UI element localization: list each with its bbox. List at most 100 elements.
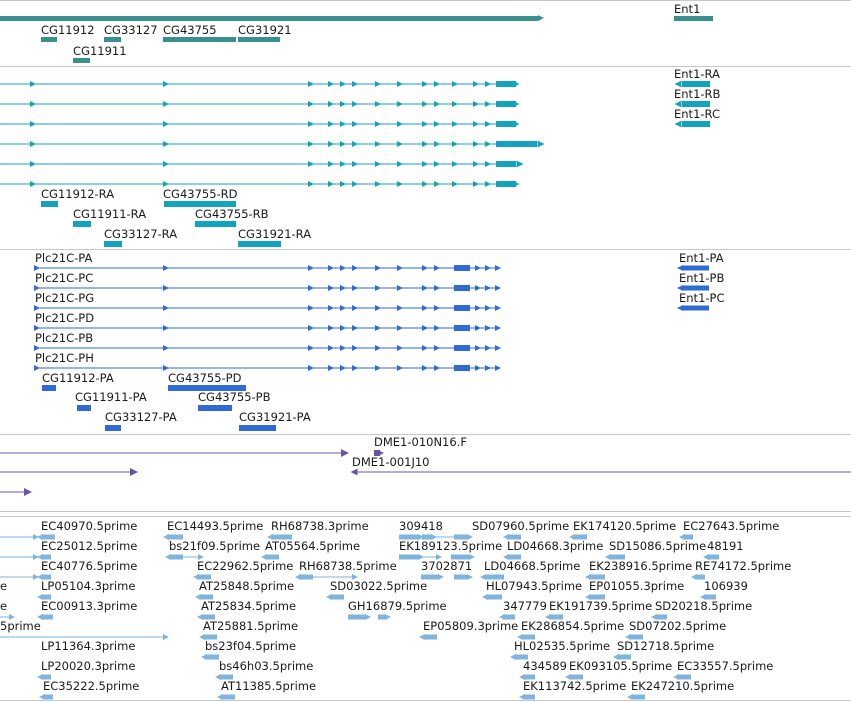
est-feature[interactable] — [454, 574, 468, 580]
est-feature[interactable] — [378, 614, 386, 620]
protein-exon-arrow — [163, 345, 169, 351]
protein-feature[interactable] — [198, 405, 232, 411]
est-feature[interactable] — [523, 674, 535, 680]
gene-cg31921[interactable] — [238, 37, 280, 42]
est-feature[interactable] — [683, 534, 693, 540]
protein-exon-arrow — [34, 305, 40, 311]
gene-plc21c[interactable] — [0, 16, 538, 21]
est-feature[interactable] — [617, 654, 631, 660]
est-feature[interactable] — [655, 614, 667, 620]
est-arrow — [673, 674, 679, 680]
est-feature[interactable] — [205, 654, 219, 660]
est-feature[interactable] — [451, 554, 470, 560]
protein-exon-arrow — [422, 325, 428, 331]
protein-feature[interactable] — [105, 425, 121, 431]
protein-exon-block[interactable] — [454, 345, 470, 351]
transcript-exon-arrow — [328, 121, 334, 127]
transcript-exon-block[interactable] — [496, 81, 516, 87]
protein-feature[interactable] — [239, 425, 276, 431]
est-arrow — [365, 614, 371, 620]
gene-cg33127[interactable] — [104, 37, 121, 42]
protein-exon-block[interactable] — [454, 365, 470, 371]
protein-exon-block[interactable] — [454, 285, 470, 291]
est-feature[interactable] — [199, 594, 213, 600]
est-feature[interactable] — [484, 574, 504, 580]
gene-ent1[interactable] — [674, 16, 713, 21]
transcript-exon-block[interactable] — [496, 181, 516, 187]
protein-feature[interactable] — [168, 385, 246, 391]
transcript-feature[interactable] — [195, 221, 236, 227]
est-feature[interactable] — [41, 674, 51, 680]
est-feature[interactable] — [514, 654, 528, 660]
est-feature[interactable] — [521, 634, 535, 640]
est-feature[interactable] — [589, 574, 605, 580]
est-feature[interactable] — [507, 534, 521, 540]
transcript-feature[interactable] — [238, 241, 281, 247]
protein-feature[interactable] — [42, 385, 56, 391]
est-feature[interactable] — [629, 634, 643, 640]
est-feature[interactable] — [348, 614, 366, 620]
est-feature[interactable] — [569, 674, 583, 680]
est-feature[interactable] — [507, 554, 521, 560]
ent1-protein-arrow — [677, 305, 683, 311]
transcript-exon-block[interactable] — [496, 161, 516, 167]
est-feature[interactable] — [330, 594, 344, 600]
protein-exon-block[interactable] — [454, 305, 470, 311]
est-feature[interactable] — [271, 534, 292, 540]
est-feature[interactable] — [167, 534, 183, 540]
est-feature[interactable] — [265, 554, 279, 560]
est-feature[interactable] — [423, 634, 437, 640]
ent1-protein-exon[interactable] — [683, 285, 709, 291]
est-feature[interactable] — [41, 554, 51, 560]
est-feature[interactable] — [421, 574, 439, 580]
est-feature[interactable] — [43, 694, 53, 700]
clone-dme1-010n16[interactable] — [374, 450, 380, 456]
protein-exon-block[interactable] — [454, 265, 470, 271]
transcript-ent1-ra-label: Ent1-RA — [674, 67, 720, 81]
est-feature[interactable] — [41, 594, 51, 600]
ent1-protein-exon[interactable] — [683, 305, 709, 311]
gene-cg11911[interactable] — [73, 58, 90, 63]
transcript-exon-block[interactable] — [496, 141, 537, 147]
protein-feature[interactable] — [77, 405, 91, 411]
est-feature[interactable] — [197, 574, 211, 580]
transcript-feature[interactable] — [41, 201, 58, 207]
protein-exon-block[interactable] — [454, 325, 470, 331]
gene-cg11912[interactable] — [41, 37, 57, 42]
ent1-transcript-exon[interactable] — [682, 101, 710, 107]
transcript-feature[interactable] — [73, 221, 91, 227]
est-arrow — [569, 534, 575, 540]
est-label: EC40970.5prime — [41, 519, 138, 533]
est-feature[interactable] — [41, 574, 51, 580]
ent1-transcript-exon[interactable] — [682, 121, 710, 127]
est-feature[interactable] — [631, 694, 645, 700]
ent1-transcript-exon[interactable] — [682, 81, 710, 87]
est-feature[interactable] — [486, 594, 502, 600]
transcript-feature[interactable] — [164, 201, 236, 207]
gene-cg43755[interactable] — [163, 37, 236, 42]
est-feature[interactable] — [219, 674, 233, 680]
transcript-exon-block[interactable] — [496, 101, 516, 107]
est-feature[interactable] — [707, 554, 719, 560]
est-feature[interactable] — [203, 634, 217, 640]
est-feature[interactable] — [704, 594, 716, 600]
transcript-feature[interactable] — [104, 241, 122, 247]
est-feature[interactable] — [201, 614, 215, 620]
est-feature[interactable] — [221, 694, 235, 700]
est-feature[interactable] — [573, 534, 587, 540]
protein-exon-arrow — [485, 285, 491, 291]
clone-dme1-001j10-label: DME1-001J10 — [352, 455, 430, 469]
est-feature[interactable] — [523, 694, 535, 700]
ent1-protein-exon[interactable] — [683, 265, 709, 271]
est-feature[interactable] — [503, 614, 515, 620]
est-feature[interactable] — [41, 614, 53, 620]
est-feature[interactable] — [677, 674, 691, 680]
est-feature[interactable] — [589, 594, 605, 600]
est-label: EK247210.5prime — [631, 679, 735, 693]
transcript-exon-block[interactable] — [496, 121, 516, 127]
est-feature[interactable] — [695, 574, 705, 580]
protein-exon-arrow — [34, 345, 40, 351]
est-feature[interactable] — [549, 614, 563, 620]
est-feature[interactable] — [609, 554, 625, 560]
est-feature[interactable] — [41, 534, 55, 540]
